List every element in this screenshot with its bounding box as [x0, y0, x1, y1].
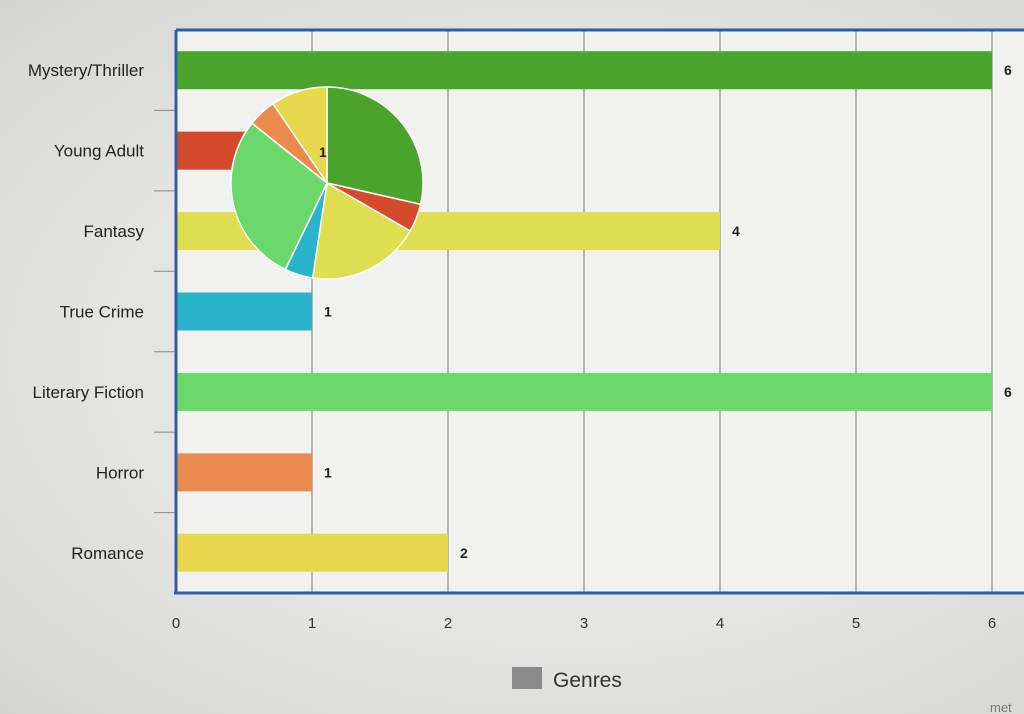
pie-slice[interactable]: [326, 86, 424, 206]
value-label: 6: [1004, 62, 1012, 78]
x-tick-label: 1: [308, 615, 316, 632]
bar[interactable]: [176, 51, 992, 90]
x-tick-label: 2: [444, 615, 452, 632]
legend[interactable]: Genres: [512, 667, 622, 692]
legend-swatch: [512, 667, 542, 689]
pie-slice-label: 1: [319, 144, 327, 160]
corner-text: met: [990, 700, 1012, 714]
value-label: 1: [324, 304, 332, 320]
bar[interactable]: [176, 372, 992, 411]
category-label: Young Adult: [54, 142, 144, 161]
bar[interactable]: [176, 453, 312, 492]
category-labels: Mystery/Thriller Young Adult Fantasy True C…: [28, 61, 145, 563]
category-label: Mystery/Thriller: [28, 61, 145, 80]
value-labels: 6 4 1 6 1 2: [324, 62, 1012, 561]
x-axis-ticks: 0 1 2 3 4 5 6: [172, 615, 996, 632]
category-label: Horror: [96, 463, 145, 482]
value-label: 1: [324, 464, 332, 480]
x-tick-label: 4: [716, 615, 724, 632]
bar[interactable]: [176, 533, 448, 572]
value-label: 6: [1004, 384, 1012, 400]
legend-label: Genres: [553, 669, 622, 692]
pie-slice[interactable]: [230, 122, 328, 271]
value-label: 2: [460, 545, 468, 561]
pie-slice[interactable]: [311, 181, 412, 280]
category-label: Romance: [71, 544, 144, 563]
category-label: Literary Fiction: [33, 383, 144, 402]
x-tick-label: 5: [852, 615, 860, 632]
pie-slice[interactable]: [271, 86, 328, 186]
x-tick-label: 3: [580, 615, 588, 632]
category-label: True Crime: [60, 303, 144, 322]
category-label: Fantasy: [84, 222, 145, 241]
bar[interactable]: [176, 292, 312, 331]
pie-chart: [230, 86, 424, 280]
x-tick-label: 6: [988, 615, 996, 632]
x-tick-label: 0: [172, 615, 180, 632]
value-label: 4: [732, 223, 740, 239]
